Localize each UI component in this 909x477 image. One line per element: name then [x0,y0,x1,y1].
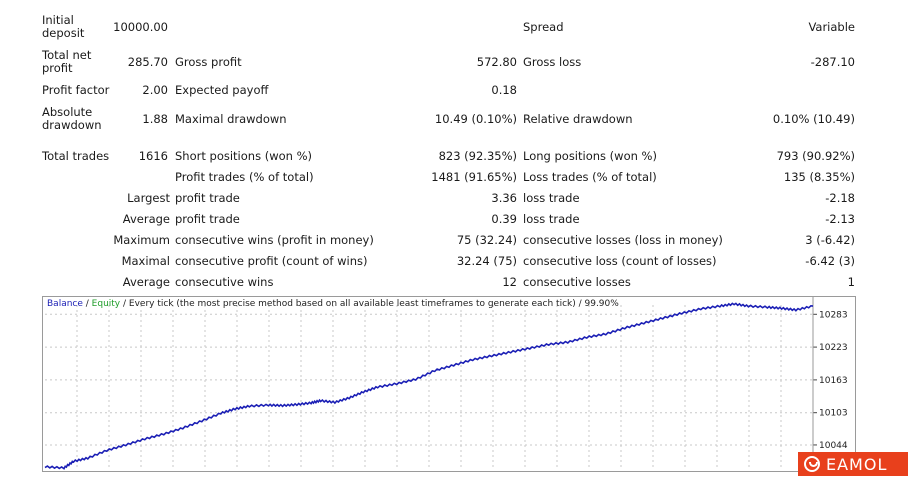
average-consec-losses-label: consecutive losses [523,275,631,289]
maximal-drawdown-value: 10.49 (0.10%) [434,112,517,126]
short-positions-label: Short positions (won %) [175,149,313,163]
maximal-wins-value: 32.24 (75) [456,254,517,268]
initial-deposit-value: 10000.00 [113,20,168,34]
largest-loss-value: -2.18 [825,191,855,205]
maximum-wins-label: consecutive wins (profit in money) [175,233,374,247]
average-profit-label: profit trade [175,212,240,226]
loss-trades-label: Loss trades (% of total) [523,170,657,184]
profit-trades-value: 1481 (91.65%) [431,170,517,184]
gross-profit-label: Gross profit [175,55,242,69]
chart-title-sep: / [82,299,92,309]
long-positions-value: 793 (90.92%) [776,149,855,163]
average-consec-wins-label: consecutive wins [175,275,274,289]
total-net-profit-value: 285.70 [127,55,168,69]
maximal-drawdown-label: Maximal drawdown [175,112,287,126]
average-consec-label: Average [122,275,170,289]
y-tick-label: 10103 [819,409,848,419]
chart-title: Balance / Equity / Every tick (the most … [47,299,619,309]
relative-drawdown-label: Relative drawdown [523,112,633,126]
gross-profit-value: 572.80 [476,55,517,69]
eamol-logo-text: EAMOL [826,454,888,474]
total-net-profit-label: Total net profit [42,48,92,75]
largest-profit-label: profit trade [175,191,240,205]
average-loss-label: loss trade [523,212,580,226]
gross-loss-label: Gross loss [523,55,582,69]
y-tick-label: 10044 [819,441,848,451]
maximum-losses-value: 3 (-6.42) [805,233,855,247]
maximum-wins-value: 75 (32.24) [456,233,517,247]
average-consec-losses-value: 1 [847,275,855,289]
largest-label: Largest [127,191,170,205]
expected-payoff-label: Expected payoff [175,83,269,97]
average-label: Average [122,212,170,226]
average-loss-value: -2.13 [825,212,855,226]
maximal-losses-value: -6.42 (3) [805,254,855,268]
chart-title-rest: / Every tick (the most precise method ba… [120,299,619,309]
eamol-logo: EAMOL [798,452,908,476]
short-positions-value: 823 (92.35%) [438,149,517,163]
chart-title-equity: Equity [91,299,121,309]
loss-trades-value: 135 (8.35%) [783,170,855,184]
maximal-label: Maximal [121,254,170,268]
spread-label: Spread [523,20,564,34]
profit-factor-label: Profit factor [42,83,110,97]
total-trades-value: 1616 [138,149,168,163]
largest-loss-label: loss trade [523,191,580,205]
average-consec-wins-value: 12 [502,275,517,289]
expected-payoff-value: 0.18 [491,83,517,97]
average-profit-value: 0.39 [491,212,517,226]
balance-chart-svg: 10283 10223 10163 10103 10044 [44,297,848,471]
maximum-losses-label: consecutive losses (loss in money) [523,233,723,247]
maximal-wins-label: consecutive profit (count of wins) [175,254,368,268]
series-line-balance [44,302,814,470]
long-positions-label: Long positions (won %) [523,149,657,163]
chart-title-balance: Balance [47,299,83,309]
largest-profit-value: 3.36 [491,191,517,205]
relative-drawdown-value: 0.10% (10.49) [772,112,855,126]
profit-factor-value: 2.00 [142,83,168,97]
maximum-label: Maximum [113,233,170,247]
absolute-drawdown-label: Absolute drawdown [42,105,102,132]
y-tick-label: 10223 [819,343,848,353]
spread-value: Variable [808,20,855,34]
initial-deposit-label: Initial deposit [42,13,85,40]
absolute-drawdown-value: 1.88 [142,112,168,126]
profit-trades-label: Profit trades (% of total) [175,170,314,184]
gross-loss-value: -287.10 [810,55,855,69]
eamol-logo-icon [804,456,820,472]
maximal-losses-label: consecutive loss (count of losses) [523,254,717,268]
y-tick-label: 10283 [819,310,848,320]
y-tick-label: 10163 [819,376,848,386]
report-stats: Initial deposit 10000.00 Spread Variable… [42,13,855,289]
total-trades-label: Total trades [42,149,110,163]
balance-chart: 10283 10223 10163 10103 10044 Balance / Equi… [42,296,856,472]
